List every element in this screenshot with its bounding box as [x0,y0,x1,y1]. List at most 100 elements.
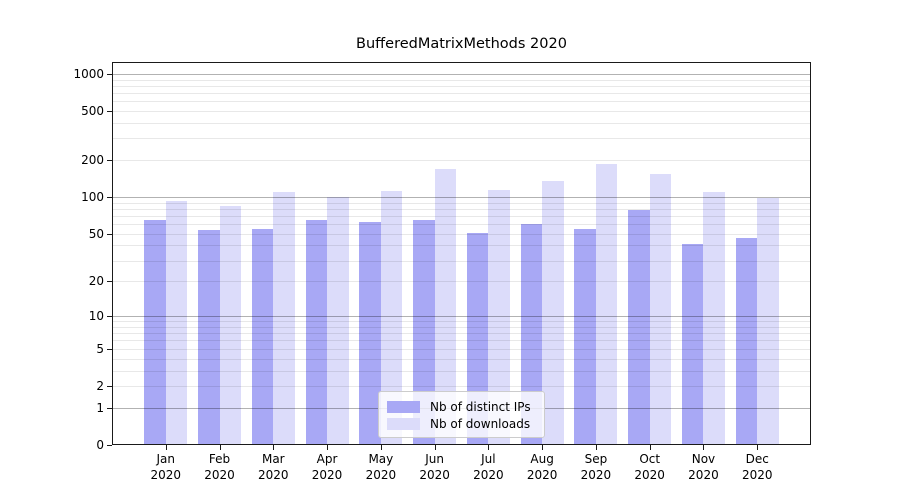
bar-ips-may [359,222,381,445]
y-axis-label: 50 [88,226,104,241]
y-axis-label: 1000 [73,66,104,81]
legend-swatch-downloads [387,417,420,430]
x-axis-label-mar: Mar 2020 [258,452,289,482]
y-axis-tick [107,316,112,318]
y-axis-tick [107,385,112,387]
bar-ips-oct [628,210,650,445]
y-axis-label: 500 [81,104,104,119]
y-axis-tick [107,111,112,113]
x-axis-tick [219,445,221,450]
bar-ips-jun [413,219,435,445]
bar-downloads-feb [219,205,242,445]
x-axis-label-may: May 2020 [365,452,397,482]
x-axis-tick [542,445,544,450]
x-axis-label-aug: Aug 2020 [526,452,558,482]
y-axis-label: 10 [88,309,104,324]
bar-ips-apr [305,219,328,445]
y-axis-tick [107,233,112,235]
major-gridline [112,73,811,75]
bar-downloads-oct [649,174,672,445]
minor-gridline [112,111,811,113]
minor-gridline [112,358,811,360]
x-axis-tick [273,445,275,450]
minor-gridline [112,92,811,94]
legend-item-distinct-ips: Nb of distinct IPs [387,398,544,415]
x-axis-label-jul: Jul 2020 [473,452,504,482]
minor-gridline [112,348,811,350]
bar-downloads-apr [327,196,349,445]
bar-ips-nov [681,244,704,445]
y-axis-tick [107,160,112,162]
y-axis-tick [107,348,112,350]
x-axis-tick [488,445,490,450]
x-axis-tick [757,445,759,450]
y-axis-label: 100 [81,190,104,205]
bar-downloads-may [380,191,403,445]
x-axis-tick [165,445,167,450]
minor-gridline [112,160,811,162]
bar-downloads-jun [434,168,457,445]
x-axis-label-feb: Feb 2020 [204,452,235,482]
minor-gridline [112,101,811,103]
y-axis-label: 1 [96,400,104,415]
y-axis-label: 5 [96,341,104,356]
bar-downloads-dec [757,198,779,445]
legend-item-downloads: Nb of downloads [387,415,544,432]
bar-downloads-sep [595,163,618,445]
minor-gridline [112,326,811,328]
minor-gridline [112,260,811,262]
bar-downloads-jan [165,200,188,445]
y-axis-tick [107,73,112,75]
x-axis-tick [649,445,651,450]
minor-gridline [112,333,811,335]
x-axis-label-dec: Dec 2020 [741,452,773,482]
minor-gridline [112,281,811,283]
minor-gridline [112,138,811,140]
y-axis-label: 20 [88,274,104,289]
bar-downloads-jul [488,190,510,445]
bar-ips-jan [144,219,166,445]
x-axis-label-apr: Apr 2020 [311,452,343,482]
y-axis-tick [107,281,112,283]
minor-gridline [112,340,811,342]
minor-gridline [112,202,811,204]
minor-gridline [112,85,811,87]
minor-gridline [112,370,811,372]
x-axis-tick [327,445,329,450]
y-axis-label: 200 [81,153,104,168]
minor-gridline [112,233,811,235]
chart-title: BufferedMatrixMethods 2020 [356,36,567,52]
y-axis-label: 2 [96,378,104,393]
minor-gridline [112,215,811,217]
bar-ips-aug [520,224,543,445]
x-axis-label-nov: Nov 2020 [688,452,719,482]
legend-swatch-distinct-ips [387,400,420,413]
x-axis-tick [703,445,705,450]
minor-gridline [112,224,811,226]
bar-ips-feb [198,229,220,445]
minor-gridline [112,122,811,124]
y-axis-tick [107,407,112,409]
y-axis-tick [107,197,112,199]
minor-gridline [112,208,811,210]
bar-ips-mar [251,228,274,445]
bar-ips-sep [574,228,596,445]
bar-ips-dec [735,238,758,445]
legend: Nb of distinct IPs Nb of downloads [378,391,545,438]
x-axis-tick [595,445,597,450]
minor-gridline [112,79,811,81]
major-gridline [112,316,811,318]
x-axis-tick [434,445,436,450]
legend-label-distinct-ips: Nb of distinct IPs [430,399,531,414]
minor-gridline [112,385,811,387]
major-gridline [112,197,811,199]
x-axis-label-jan: Jan 2020 [150,452,182,482]
minor-gridline [112,245,811,247]
x-axis-tick [380,445,382,450]
minor-gridline [112,321,811,323]
y-axis-tick [107,445,112,446]
x-axis-label-oct: Oct 2020 [634,452,665,482]
legend-label-downloads: Nb of downloads [430,416,531,431]
y-axis-label: 0 [96,438,104,452]
